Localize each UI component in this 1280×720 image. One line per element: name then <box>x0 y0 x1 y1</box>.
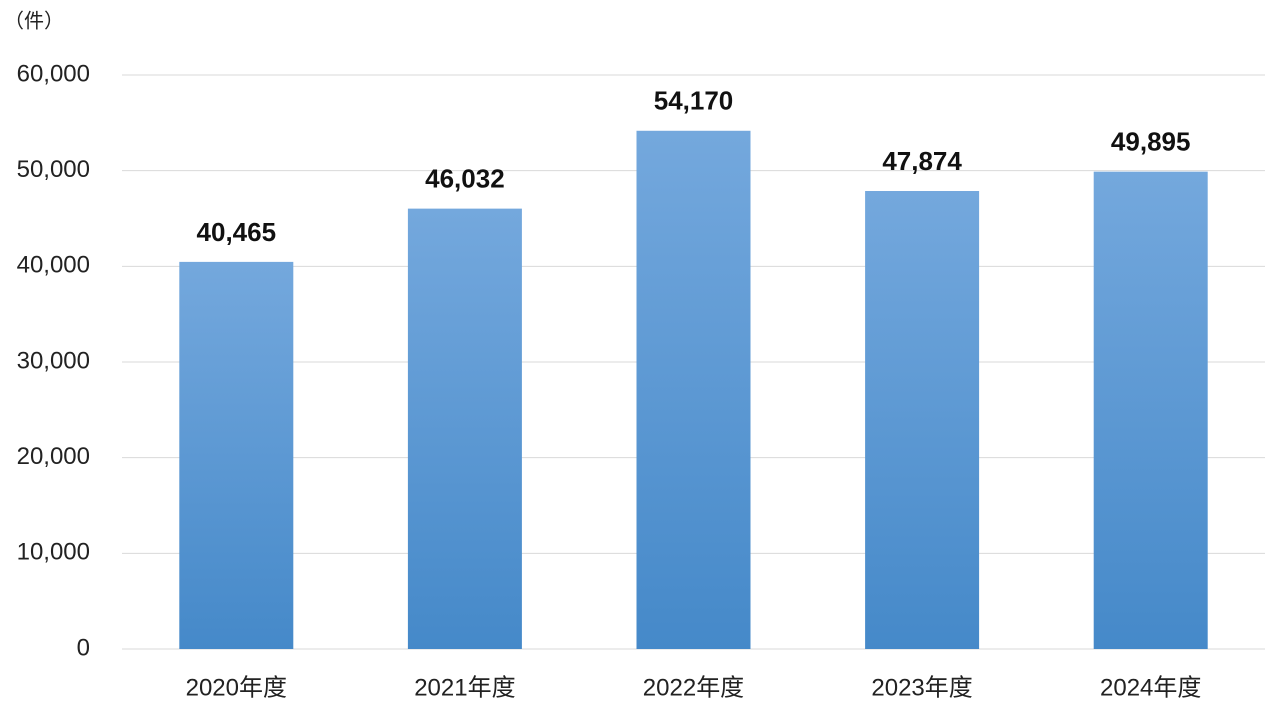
x-tick-label: 2023年度 <box>871 674 972 701</box>
y-axis-label: （件） <box>4 9 64 32</box>
value-label: 40,465 <box>197 217 277 247</box>
y-tick-label: 10,000 <box>17 539 90 566</box>
x-tick-label: 2022年度 <box>643 674 744 701</box>
y-tick-label: 40,000 <box>17 252 90 279</box>
bar <box>407 208 522 649</box>
y-tick-label: 30,000 <box>17 347 90 374</box>
y-tick-label: 0 <box>77 634 90 661</box>
y-tick-label: 20,000 <box>17 443 90 470</box>
bar <box>636 130 751 649</box>
y-tick-label: 60,000 <box>17 60 90 87</box>
value-label: 54,170 <box>654 86 734 116</box>
x-tick-label: 2021年度 <box>414 674 515 701</box>
bar <box>179 261 294 649</box>
value-label: 47,874 <box>882 146 962 176</box>
value-label: 49,895 <box>1111 127 1191 157</box>
x-tick-label: 2020年度 <box>186 674 287 701</box>
bar <box>865 191 980 649</box>
y-tick-label: 50,000 <box>17 156 90 183</box>
bar <box>1093 171 1208 649</box>
value-label: 46,032 <box>425 164 505 194</box>
x-tick-label: 2024年度 <box>1100 674 1201 701</box>
